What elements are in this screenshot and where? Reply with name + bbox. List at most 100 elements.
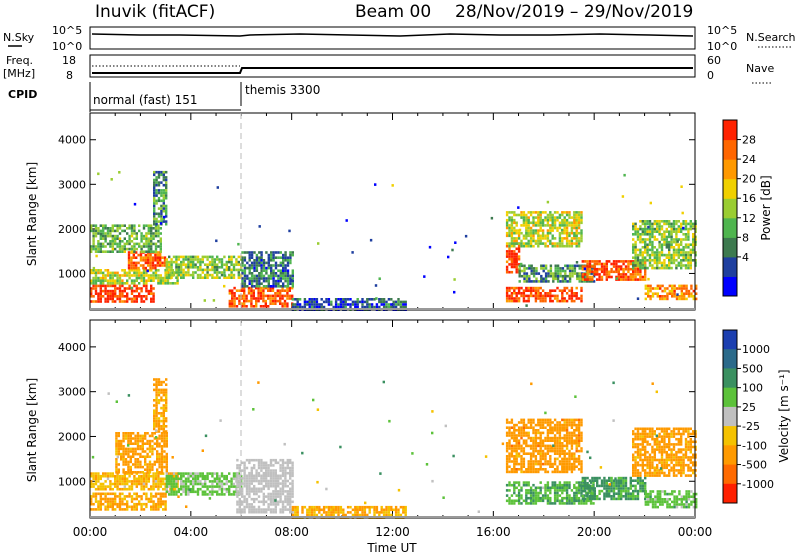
data-cell bbox=[102, 274, 105, 277]
data-cell bbox=[529, 447, 533, 450]
data-cell bbox=[240, 286, 243, 290]
data-cell bbox=[204, 273, 207, 277]
data-cell bbox=[241, 279, 244, 283]
data-cell bbox=[111, 472, 114, 475]
data-cell bbox=[284, 471, 287, 475]
data-cell bbox=[267, 305, 270, 308]
data-cell bbox=[162, 191, 165, 195]
data-cell bbox=[151, 465, 154, 469]
data-cell bbox=[563, 237, 566, 240]
data-cell bbox=[245, 487, 249, 491]
data-cell bbox=[537, 294, 540, 298]
data-cell bbox=[241, 259, 244, 262]
data-cell bbox=[517, 452, 521, 455]
data-cell bbox=[641, 259, 644, 262]
data-cell bbox=[665, 227, 668, 231]
data-cell bbox=[546, 200, 550, 204]
data-cell bbox=[322, 305, 326, 309]
data-cell bbox=[508, 216, 511, 219]
data-cell bbox=[124, 458, 128, 461]
data-cell bbox=[276, 292, 279, 295]
data-cell bbox=[375, 305, 379, 309]
data-cell bbox=[109, 234, 112, 238]
data-cell bbox=[575, 449, 578, 453]
data-cell bbox=[180, 487, 183, 491]
data-cell bbox=[544, 462, 547, 466]
data-cell bbox=[265, 251, 268, 254]
data-cell bbox=[520, 436, 523, 440]
data-cell bbox=[255, 471, 258, 475]
data-cell bbox=[653, 222, 656, 226]
data-cell bbox=[525, 218, 528, 222]
data-cell bbox=[556, 431, 559, 435]
data-cell bbox=[320, 298, 323, 301]
data-cell bbox=[145, 492, 148, 496]
data-cell bbox=[549, 264, 553, 268]
data-cell bbox=[510, 250, 514, 253]
data-cell bbox=[527, 294, 530, 298]
data-cell bbox=[150, 250, 153, 253]
data-cell bbox=[565, 436, 569, 440]
data-cell bbox=[152, 477, 155, 481]
data-cell bbox=[153, 412, 156, 415]
data-cell bbox=[592, 280, 596, 283]
data-cell bbox=[274, 458, 277, 462]
data-cell bbox=[660, 238, 664, 241]
data-cell bbox=[600, 270, 604, 274]
data-cell bbox=[591, 275, 594, 279]
data-cell bbox=[573, 465, 576, 468]
data-cell bbox=[525, 229, 528, 232]
data-cell bbox=[97, 297, 100, 301]
data-cell bbox=[154, 274, 158, 277]
data-cell bbox=[258, 261, 261, 265]
data-cell bbox=[522, 221, 526, 225]
data-cell bbox=[109, 276, 112, 280]
data-cell bbox=[382, 511, 386, 514]
data-cell bbox=[274, 495, 277, 498]
data-cell bbox=[617, 267, 620, 271]
data-cell bbox=[568, 264, 572, 268]
data-cell bbox=[549, 211, 552, 214]
data-cell bbox=[291, 482, 294, 485]
data-cell bbox=[525, 286, 528, 290]
data-cell bbox=[564, 264, 567, 268]
data-cell bbox=[127, 264, 131, 267]
data-cell bbox=[250, 282, 254, 285]
data-cell bbox=[518, 228, 522, 232]
data-cell bbox=[571, 269, 574, 273]
data-cell bbox=[675, 238, 678, 241]
data-cell bbox=[153, 383, 156, 386]
data-cell bbox=[508, 257, 511, 261]
data-cell bbox=[517, 237, 521, 240]
data-cell bbox=[138, 480, 141, 483]
data-cell bbox=[339, 298, 343, 301]
data-cell bbox=[145, 234, 148, 238]
data-cell bbox=[247, 299, 251, 303]
data-cell bbox=[260, 253, 263, 257]
data-cell bbox=[573, 294, 576, 298]
data-cell bbox=[570, 229, 574, 232]
data-cell bbox=[399, 505, 403, 509]
data-cell bbox=[133, 508, 136, 511]
data-cell bbox=[651, 295, 655, 298]
data-cell bbox=[345, 219, 348, 222]
data-cell bbox=[175, 474, 178, 478]
data-cell bbox=[515, 423, 518, 427]
data-cell bbox=[634, 240, 637, 244]
data-cell bbox=[243, 461, 246, 465]
data-cell bbox=[561, 418, 564, 422]
data-cell bbox=[159, 242, 162, 246]
data-cell bbox=[575, 286, 578, 290]
data-cell bbox=[262, 508, 265, 511]
data-cell bbox=[565, 442, 569, 445]
data-cell bbox=[539, 457, 542, 461]
data-cell bbox=[322, 505, 326, 509]
data-cell bbox=[663, 261, 666, 265]
data-cell bbox=[147, 274, 150, 277]
data-cell bbox=[344, 513, 347, 517]
data-cell bbox=[508, 211, 511, 214]
data-cell bbox=[566, 264, 569, 268]
data-cell bbox=[513, 431, 516, 435]
data-cell bbox=[577, 468, 581, 471]
data-cell bbox=[260, 282, 263, 285]
